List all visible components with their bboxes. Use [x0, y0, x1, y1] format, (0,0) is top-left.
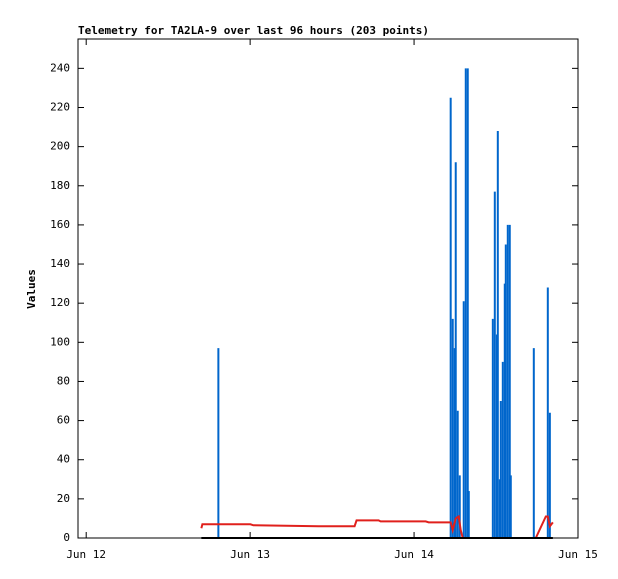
x-tick-label: Jun 15	[558, 548, 598, 561]
chart-title: Telemetry for TA2LA-9 over last 96 hours…	[78, 24, 429, 37]
y-tick-label: 0	[63, 531, 70, 544]
y-tick-label: 200	[50, 140, 70, 153]
y-tick-label: 60	[57, 414, 70, 427]
y-tick-label: 240	[50, 61, 70, 74]
x-tick-label: Jun 14	[394, 548, 434, 561]
y-tick-label: 140	[50, 257, 70, 270]
y-tick-label: 100	[50, 335, 70, 348]
y-axis-label: Values	[25, 269, 38, 309]
y-tick-label: 40	[57, 453, 70, 466]
y-tick-label: 20	[57, 492, 70, 505]
series-line	[200, 514, 554, 539]
y-tick-label: 180	[50, 179, 70, 192]
y-tick-label: 120	[50, 296, 70, 309]
x-tick-label: Jun 12	[66, 548, 106, 561]
y-tick-label: 80	[57, 374, 70, 387]
plot-frame	[77, 38, 579, 539]
y-tick-label: 160	[50, 218, 70, 231]
y-tick-label: 220	[50, 100, 70, 113]
x-tick-label: Jun 13	[230, 548, 270, 561]
